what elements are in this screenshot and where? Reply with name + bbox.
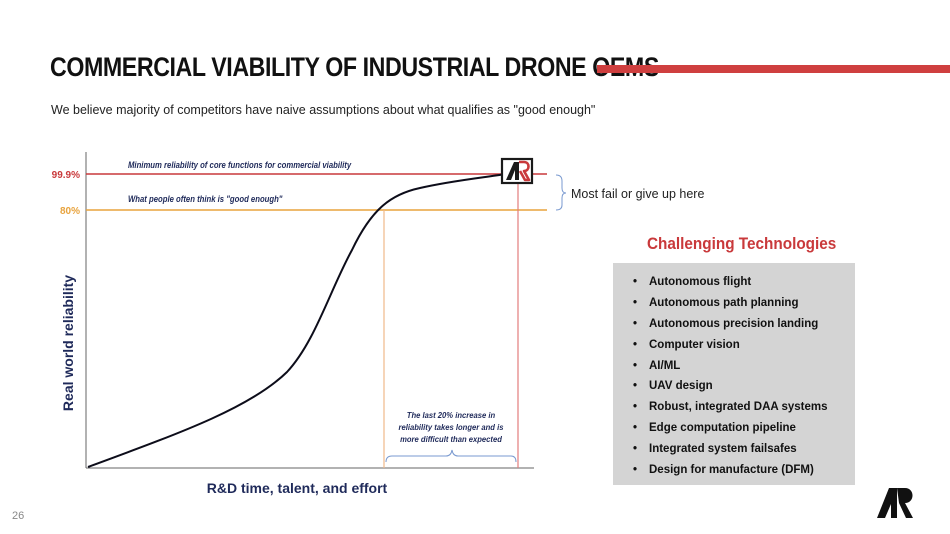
- bullet-icon: •: [633, 443, 638, 456]
- technology-item: • UAV design: [633, 376, 855, 397]
- technology-item: • Autonomous flight: [633, 272, 855, 293]
- x-axis-label: R&D time, talent, and effort: [207, 480, 388, 496]
- technologies-panel: • Autonomous flight • Autonomous path plan…: [613, 263, 855, 485]
- title-accent-bar: [597, 65, 950, 73]
- threshold-caption-80: What people often think is "good enough": [128, 193, 283, 204]
- last-20-percent-bracket: [385, 449, 517, 463]
- technology-item: • Robust, integrated DAA systems: [633, 397, 855, 418]
- reliability-curve-diagram: 99.9% Minimum reliability of core functi…: [52, 152, 567, 496]
- most-fail-bracket: [555, 174, 567, 211]
- bracket-note-line-2: reliability takes longer and is: [399, 423, 504, 432]
- company-marker-r-icon: [518, 160, 531, 182]
- technology-item: • Autonomous precision landing: [633, 314, 855, 335]
- bullet-icon: •: [633, 401, 638, 414]
- bracket-note-line-3: more difficult than expected: [400, 435, 503, 444]
- most-fail-note: Most fail or give up here: [571, 187, 705, 201]
- bullet-icon: •: [633, 359, 638, 372]
- technology-item: • Design for manufacture (DFM): [633, 460, 855, 481]
- slide-subtitle: We believe majority of competitors have …: [51, 103, 596, 117]
- bullet-icon: •: [633, 422, 638, 435]
- bullet-icon: •: [633, 338, 638, 351]
- bullet-icon: •: [633, 380, 638, 393]
- page-number: 26: [12, 510, 25, 522]
- technology-item: • Edge computation pipeline: [633, 418, 855, 439]
- slide-title: COMMERCIAL VIABILITY OF INDUSTRIAL DRONE…: [50, 52, 659, 82]
- technology-item: • Autonomous path planning: [633, 293, 855, 314]
- technology-item: • Integrated system failsafes: [633, 439, 855, 460]
- bullet-icon: •: [633, 276, 638, 288]
- threshold-caption-99-9: Minimum reliability of core functions fo…: [128, 159, 351, 170]
- bullet-icon: •: [633, 464, 638, 477]
- company-marker-a-icon: [506, 162, 519, 180]
- technologies-title: Challenging Technologies: [647, 234, 837, 253]
- y-axis-label: Real world reliability: [60, 275, 76, 411]
- bullet-icon: •: [633, 317, 638, 330]
- reliability-curve: [87, 173, 507, 468]
- bullet-icon: •: [633, 296, 638, 309]
- technologies-list: • Autonomous flight • Autonomous path plan…: [613, 263, 855, 481]
- threshold-label-99-9: 99.9%: [52, 170, 80, 181]
- threshold-label-80: 80%: [60, 206, 80, 217]
- bracket-note-line-1: The last 20% increase in: [407, 411, 495, 420]
- technology-item: • AI/ML: [633, 356, 855, 377]
- technology-item: • Computer vision: [633, 335, 855, 356]
- company-logo-icon: [877, 488, 913, 518]
